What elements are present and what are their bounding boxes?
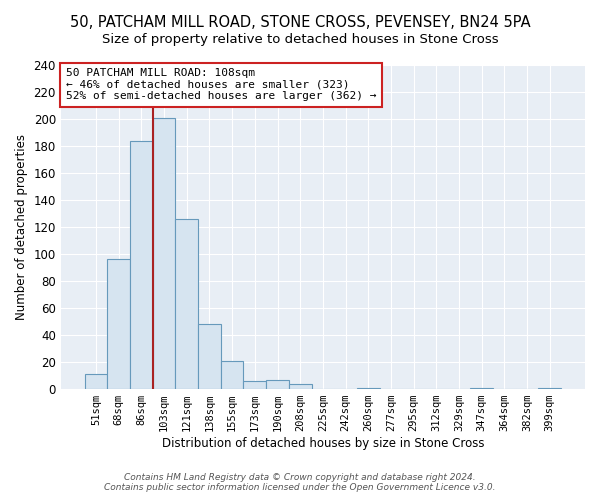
Bar bbox=[85, 374, 107, 389]
Text: 50 PATCHAM MILL ROAD: 108sqm
← 46% of detached houses are smaller (323)
52% of s: 50 PATCHAM MILL ROAD: 108sqm ← 46% of de… bbox=[66, 68, 377, 102]
X-axis label: Distribution of detached houses by size in Stone Cross: Distribution of detached houses by size … bbox=[161, 437, 484, 450]
Y-axis label: Number of detached properties: Number of detached properties bbox=[15, 134, 28, 320]
Bar bbox=[244, 381, 266, 389]
Text: Size of property relative to detached houses in Stone Cross: Size of property relative to detached ho… bbox=[101, 32, 499, 46]
Text: Contains HM Land Registry data © Crown copyright and database right 2024.
Contai: Contains HM Land Registry data © Crown c… bbox=[104, 473, 496, 492]
Bar bbox=[289, 384, 311, 389]
Bar bbox=[357, 388, 380, 389]
Bar bbox=[107, 260, 130, 389]
Bar bbox=[538, 388, 561, 389]
Bar bbox=[266, 380, 289, 389]
Bar bbox=[130, 140, 152, 389]
Bar bbox=[198, 324, 221, 389]
Bar bbox=[470, 388, 493, 389]
Text: 50, PATCHAM MILL ROAD, STONE CROSS, PEVENSEY, BN24 5PA: 50, PATCHAM MILL ROAD, STONE CROSS, PEVE… bbox=[70, 15, 530, 30]
Bar bbox=[152, 118, 175, 389]
Bar bbox=[221, 360, 244, 389]
Bar bbox=[175, 219, 198, 389]
